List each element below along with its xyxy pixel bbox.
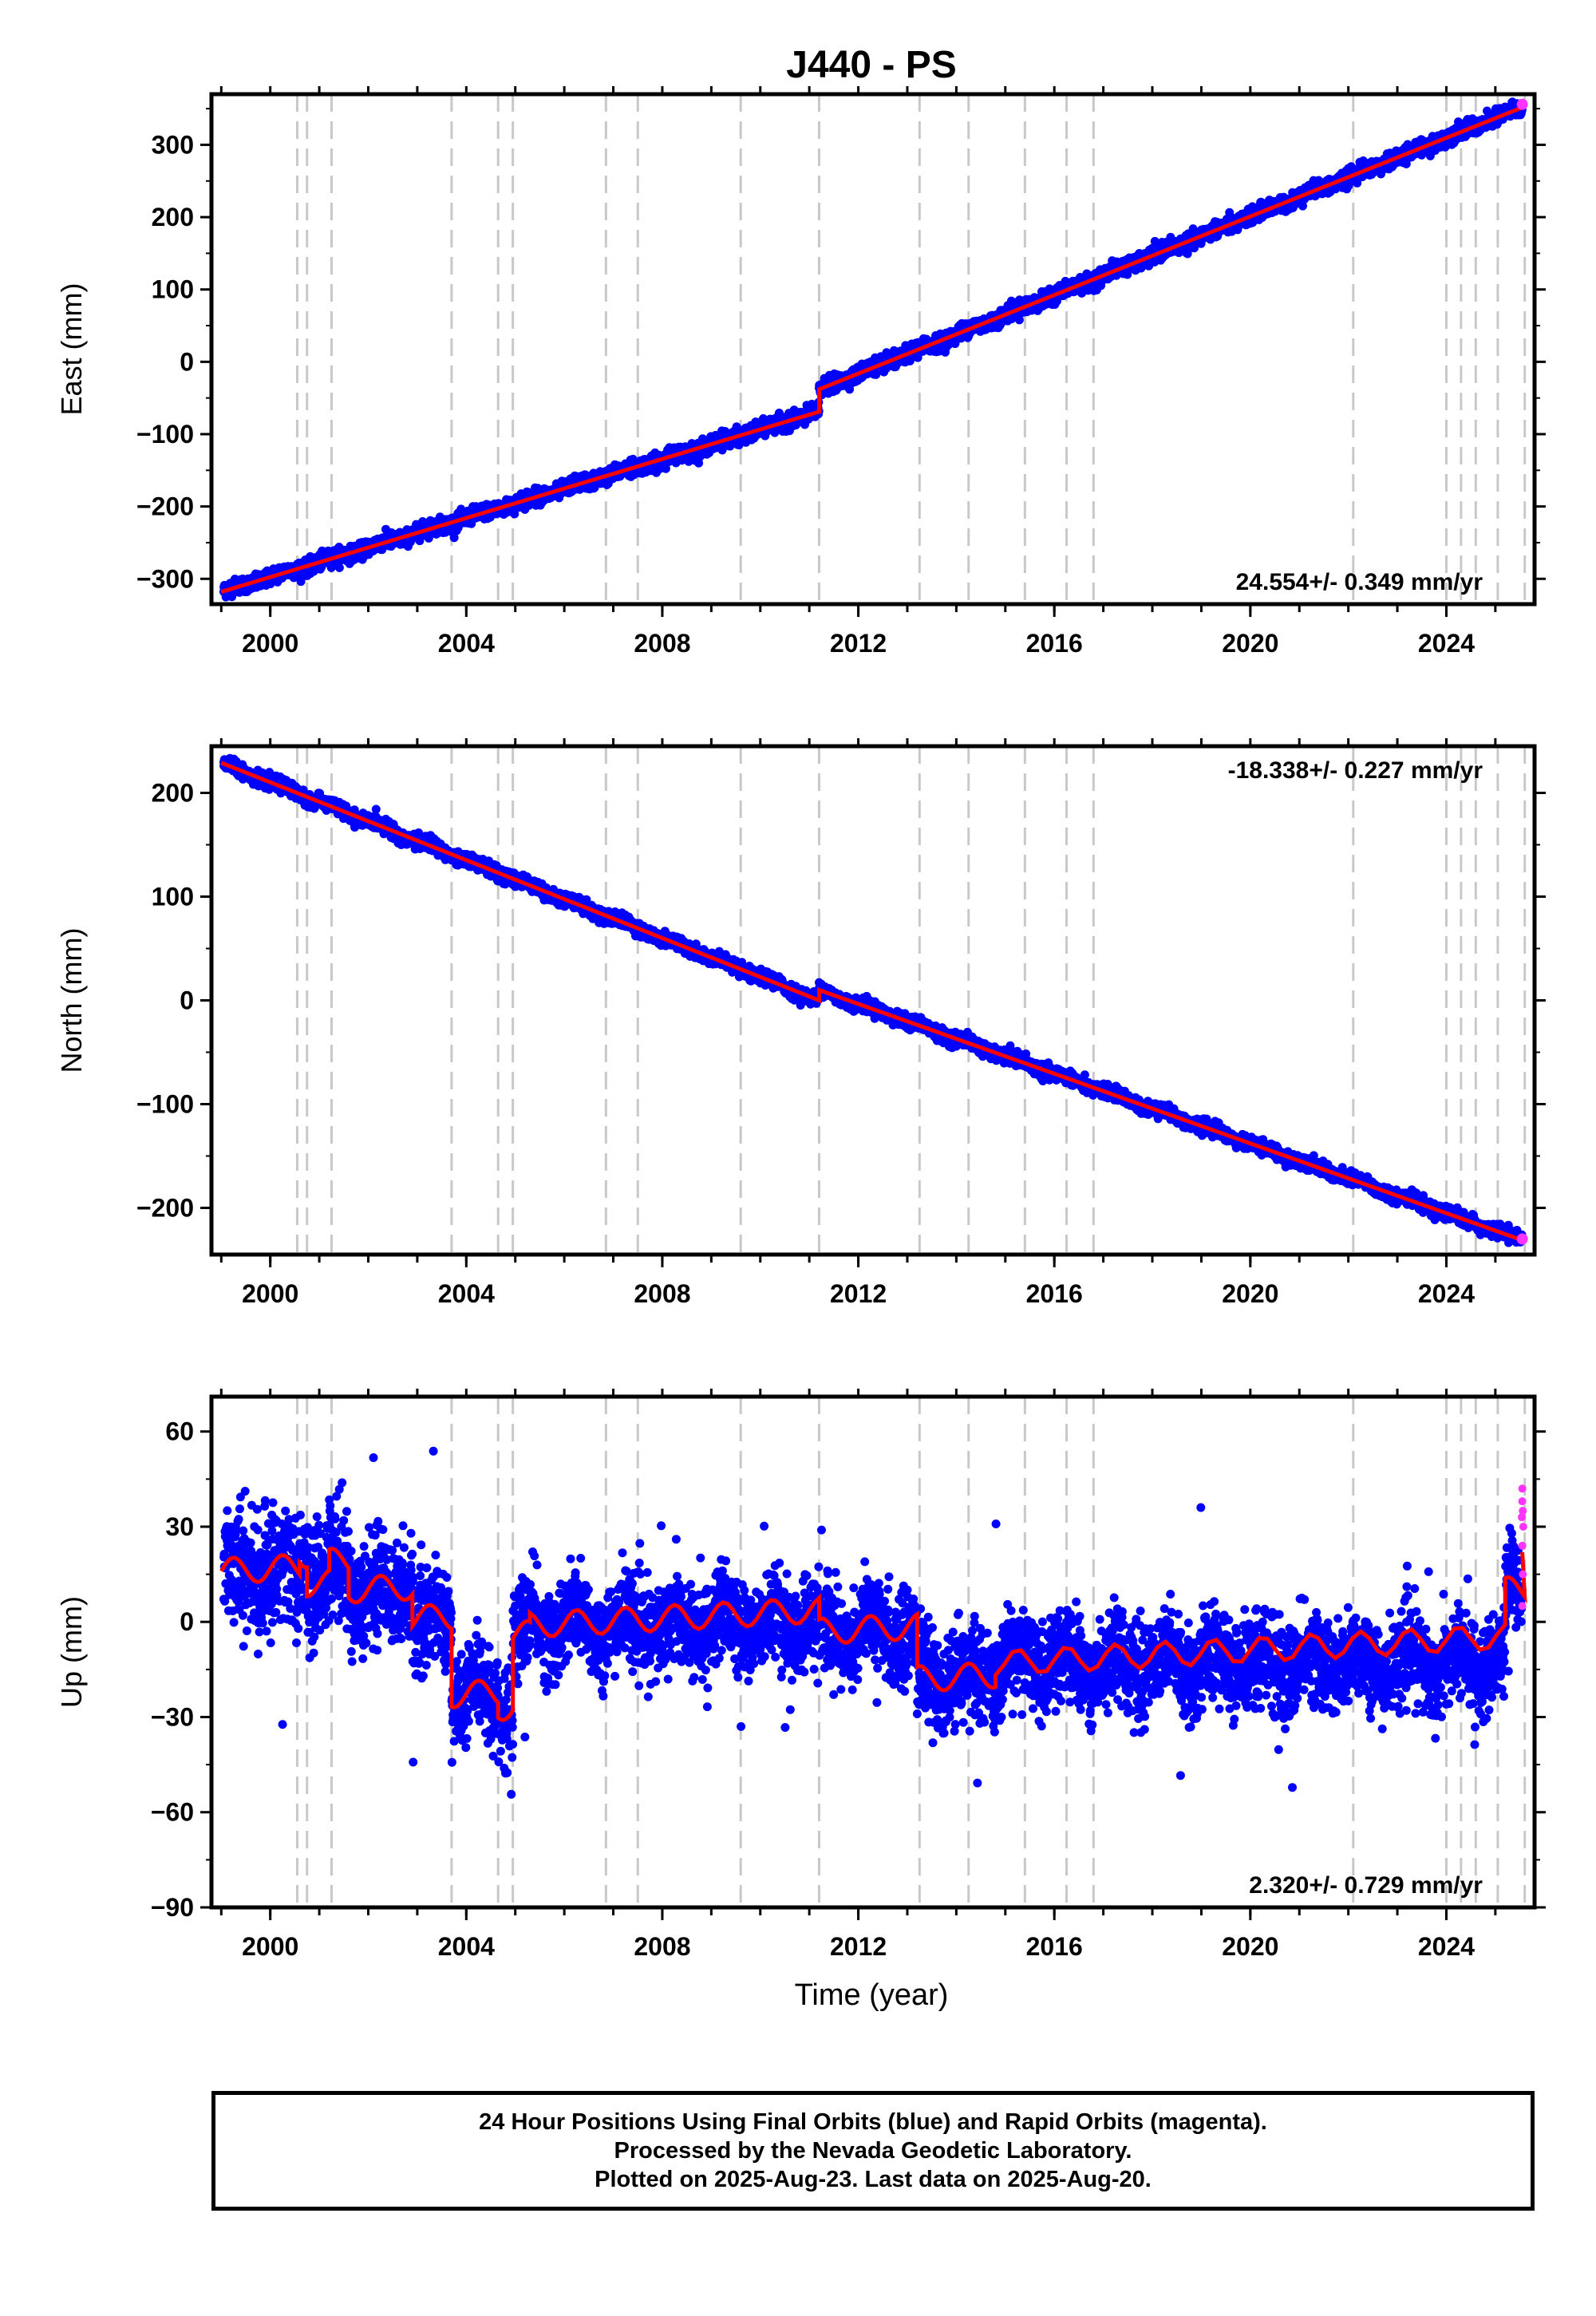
rapid-point	[1516, 98, 1528, 110]
x-axis-label: Time (year)	[795, 1978, 949, 2012]
x-tick-label: 2004	[438, 629, 495, 658]
rapid-point	[1518, 1513, 1527, 1522]
x-tick-label: 2016	[1026, 1932, 1083, 1961]
y-tick-label: 200	[152, 779, 194, 808]
rapid-point	[1519, 1570, 1527, 1579]
x-tick-label: 2012	[830, 1279, 887, 1308]
x-tick-label: 2004	[438, 1279, 495, 1308]
y-tick-label: 200	[152, 203, 194, 231]
final-orbit-points	[219, 97, 1527, 602]
rapid-point	[1518, 1602, 1527, 1611]
y-axis-label: North (mm)	[55, 928, 88, 1073]
y-tick-label: 30	[165, 1512, 194, 1541]
y-axis: 300 200 100 0 −100 −200 −300	[136, 108, 1546, 593]
x-axis: 2000 2004 2008 2012 2016 2020 2024	[219, 738, 1497, 1308]
chart-title: J440 - PS	[786, 44, 956, 86]
y-tick-label: −30	[151, 1702, 194, 1731]
x-tick-label: 2016	[1026, 1279, 1083, 1308]
y-tick-label: −300	[136, 564, 194, 593]
x-tick-label: 2000	[242, 1279, 298, 1308]
x-tick-label: 2004	[438, 1932, 495, 1961]
plot-frame	[209, 1394, 1537, 1910]
y-tick-label: 100	[152, 275, 194, 304]
x-tick-label: 2024	[1418, 1279, 1475, 1308]
rapid-point	[1519, 1522, 1527, 1531]
x-tick-label: 2016	[1026, 629, 1083, 658]
plot-frame	[209, 92, 1537, 607]
model-line	[219, 1547, 1527, 1722]
x-tick-label: 2008	[634, 629, 690, 658]
caption-line-1: 24 Hour Positions Using Final Orbits (bl…	[479, 2109, 1267, 2135]
final-orbit-points	[219, 1446, 1527, 1799]
x-tick-label: 2000	[242, 629, 298, 658]
x-axis: 2000 2004 2008 2012 2016 2020 2024	[219, 86, 1497, 658]
model-series	[220, 761, 1526, 1243]
y-tick-label: −100	[136, 420, 194, 449]
rate-label: -18.338+/- 0.227 mm/yr	[1228, 757, 1483, 784]
final-orbit-series	[219, 1446, 1527, 1799]
rapid-point	[1518, 1484, 1527, 1493]
y-tick-label: 60	[165, 1417, 194, 1446]
rapid-orbit-points	[1516, 98, 1528, 110]
y-tick-label: 100	[152, 883, 194, 911]
y-tick-label: 0	[180, 986, 194, 1015]
rapid-point	[1516, 1233, 1528, 1245]
rapid-orbit-points	[1518, 1484, 1527, 1611]
x-tick-label: 2020	[1222, 1932, 1278, 1961]
model-line	[220, 761, 1526, 1243]
y-tick-label: −200	[136, 492, 194, 521]
x-tick-label: 2008	[634, 1279, 690, 1308]
y-tick-label: −200	[136, 1194, 194, 1223]
model-series	[219, 1547, 1527, 1722]
y-axis-label: East (mm)	[55, 283, 88, 416]
model-line	[220, 105, 1526, 594]
caption-box: 24 Hour Positions Using Final Orbits (bl…	[211, 2091, 1535, 2211]
rate-label: 2.320+/- 0.729 mm/yr	[1249, 1872, 1483, 1899]
rapid-point	[1518, 1497, 1527, 1506]
y-tick-label: −90	[151, 1893, 194, 1922]
y-axis: 60 30 0 −30 −60 −90	[151, 1417, 1546, 1922]
x-tick-label: 2024	[1418, 1932, 1475, 1961]
event-lines	[295, 746, 1527, 1255]
x-tick-label: 2020	[1222, 629, 1278, 658]
caption-line-3: Plotted on 2025-Aug-23. Last data on 202…	[595, 2167, 1152, 2192]
rate-label: 24.554+/- 0.349 mm/yr	[1236, 569, 1483, 595]
x-axis: 2000 2004 2008 2012 2016 2020 2024	[219, 1389, 1497, 1961]
y-tick-label: 0	[180, 347, 194, 376]
y-tick-label: −60	[151, 1798, 194, 1827]
y-tick-label: −100	[136, 1090, 194, 1119]
rapid-point	[1519, 1507, 1527, 1516]
x-tick-label: 2000	[242, 1932, 298, 1961]
final-orbit-series	[219, 97, 1527, 602]
caption-line-2: Processed by the Nevada Geodetic Laborat…	[614, 2138, 1132, 2164]
x-tick-label: 2012	[830, 629, 887, 658]
x-tick-label: 2020	[1222, 1279, 1278, 1308]
y-tick-label: 0	[180, 1607, 194, 1636]
y-axis: 200 100 0 −100 −200	[136, 779, 1546, 1223]
rapid-point	[1518, 1541, 1527, 1550]
rapid-orbit-points	[1516, 1233, 1528, 1245]
model-series	[220, 105, 1526, 594]
y-tick-label: 300	[152, 130, 194, 159]
y-axis-label: Up (mm)	[55, 1596, 88, 1708]
x-tick-label: 2012	[830, 1932, 887, 1961]
x-tick-label: 2024	[1418, 629, 1475, 658]
x-tick-label: 2008	[634, 1932, 690, 1961]
